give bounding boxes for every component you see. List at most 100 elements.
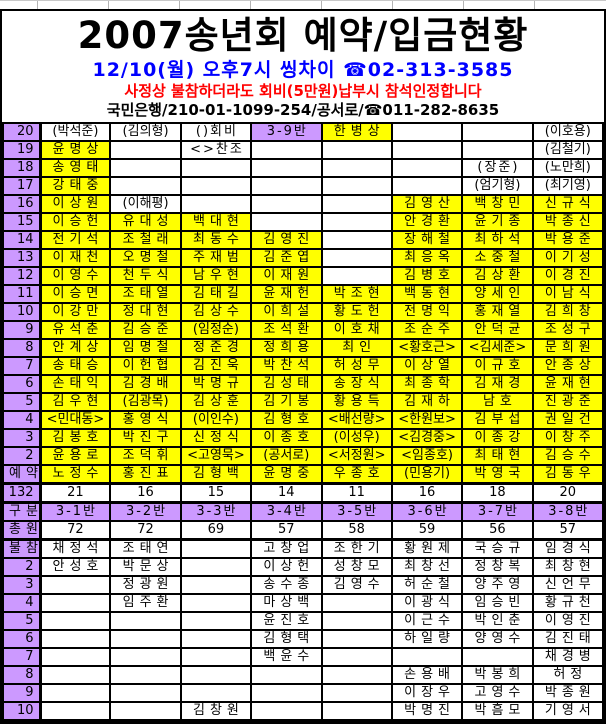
grid-body: 20 (박석준) (김의형) ()회비 3-9반 한병상 (이호용) 19 윤명상 <>찬조 (김철… xyxy=(2,122,605,721)
grid-cell: 안덕균 xyxy=(461,320,534,340)
row-label: 18 xyxy=(2,158,42,178)
gridline-tick xyxy=(179,1,180,9)
row-label: 13 xyxy=(2,248,42,268)
grid-cell: 김경배 xyxy=(109,374,182,394)
grid-cell xyxy=(320,611,393,631)
grid-cell: 16 xyxy=(109,482,182,504)
grid-cell xyxy=(390,176,464,196)
grid-cell: 황용득 xyxy=(320,392,393,412)
grid-cell: 안성호 xyxy=(38,557,112,577)
row-label: 132 xyxy=(2,482,42,504)
row-label: 20 xyxy=(2,122,42,142)
grid-row: 8 손용배 박봉희 허정 xyxy=(2,665,605,685)
grid-cell: 박흠모 xyxy=(461,701,534,721)
sheet-frame: 2007송년회 예약/입금현황 12/10(월) 오후7시 씽차이 ☎02-31… xyxy=(0,9,606,724)
grid-cell xyxy=(320,158,393,178)
grid-cell: 권일건 xyxy=(531,410,605,430)
grid-cell xyxy=(320,140,393,160)
grid-cell: 최태현 xyxy=(461,446,534,466)
grid-row: 7 송태승 이헌협 김진욱 박찬석 허성무 이상열 이규호 안종상 xyxy=(2,356,605,376)
grid-cell: 윤재현 xyxy=(531,374,605,394)
grid-row: 3 김봉호 박진구 신정식 이종호 (이성우) <김경중> 이종강 이창주 xyxy=(2,428,605,448)
grid-cell: 김기봉 xyxy=(250,392,323,412)
grid-cell xyxy=(179,538,253,559)
grid-cell xyxy=(38,683,112,703)
grid-cell xyxy=(250,176,323,196)
grid-cell xyxy=(38,593,112,613)
grid-cell: 홍진표 xyxy=(109,464,182,485)
grid-cell xyxy=(320,176,393,196)
grid-cell: <서정원> xyxy=(320,446,393,466)
grid-cell: 유석춘 xyxy=(38,320,112,340)
header-block: 2007송년회 예약/입금현황 12/10(월) 오후7시 씽차이 ☎02-31… xyxy=(2,11,604,122)
grid-row: 9 이장우 고영수 박종원 xyxy=(2,683,605,703)
grid-cell: 58 xyxy=(320,520,393,541)
grid-cell: 박영국 xyxy=(461,464,534,485)
grid-cell: 박인춘 xyxy=(461,611,534,631)
grid-cell: 남우현 xyxy=(179,266,253,286)
grid-cell: 조순주 xyxy=(390,320,464,340)
grid-cell xyxy=(179,611,253,631)
grid-cell: (김철기) xyxy=(531,140,605,160)
grid-cell xyxy=(179,557,253,577)
grid-cell: 김봉호 xyxy=(38,428,112,448)
grid-cell xyxy=(461,647,534,667)
grid-row: 14 전기석 조철래 최동수 김영진 장해철 최하석 박용준 xyxy=(2,230,605,250)
grid-row: 5 김우현 (김광목) 김상훈 김기봉 황용득 김재하 남호 진광준 xyxy=(2,392,605,412)
grid-cell: 진광준 xyxy=(531,392,605,412)
grid-cell: 채경병 xyxy=(531,647,605,667)
grid-cell: 박용준 xyxy=(531,230,605,250)
grid-cell: 김승수 xyxy=(531,446,605,466)
grid-row: 9 유석춘 김승준 (임정순) 조석환 이호채 조순주 안덕균 조성구 xyxy=(2,320,605,340)
grid-row: 5 윤진호 이근수 박인춘 이영진 xyxy=(2,611,605,631)
grid-cell: 김형택 xyxy=(250,629,323,649)
row-label: 6 xyxy=(2,374,42,394)
grid-cell: 박봉희 xyxy=(461,665,534,685)
grid-cell: 윤명상 xyxy=(38,140,112,160)
grid-cell: <김세준> xyxy=(461,338,534,358)
grid-cell: 마상백 xyxy=(250,593,323,613)
grid-cell: 고영수 xyxy=(461,683,534,703)
grid-cell: 3-7반 xyxy=(461,501,534,522)
grid-row: 2 윤용로 조덕휘 <고영묵> (공서로) <서정원> <임종호) 최태현 김승수 xyxy=(2,446,605,466)
grid-cell: 이상열 xyxy=(390,356,464,376)
grid-cell: 윤기종 xyxy=(461,212,534,232)
grid-cell: 홍영식 xyxy=(109,410,182,430)
gridline-tick xyxy=(463,1,464,9)
grid-cell: 김희창 xyxy=(531,302,605,322)
row-label: 총원 xyxy=(2,520,42,541)
grid-cell: 주재범 xyxy=(179,248,253,268)
grid-cell xyxy=(179,194,253,214)
grid-cell: (이호용) xyxy=(531,122,605,142)
grid-cell: 최하석 xyxy=(461,230,534,250)
grid-cell: 김우현 xyxy=(38,392,112,412)
grid-cell: 임주환 xyxy=(109,593,182,613)
grid-cell: 이장우 xyxy=(390,683,464,703)
grid-cell: 3-8반 xyxy=(531,501,605,522)
row-label: 4 xyxy=(2,593,42,613)
grid-cell: 손용배 xyxy=(390,665,464,685)
grid-cell: 백대현 xyxy=(179,212,253,232)
grid-cell: 15 xyxy=(179,482,253,504)
grid-cell: 김동우 xyxy=(531,464,605,485)
grid-row: 10 이강만 정대현 김상수 이희설 황도헌 전명익 홍재열 김희창 xyxy=(2,302,605,322)
grid-cell: 장해철 xyxy=(390,230,464,250)
grid-cell xyxy=(179,176,253,196)
row-label: 2 xyxy=(2,557,42,577)
event-schedule: 12/10(월) 오후7시 씽차이 ☎02-313-3585 xyxy=(92,59,514,81)
grid-cell xyxy=(109,665,182,685)
grid-cell: 이재원 xyxy=(250,266,323,286)
grid-cell: 3-1반 xyxy=(38,501,112,522)
grid-cell: 김형백 xyxy=(179,464,253,485)
grid-cell: 채정석 xyxy=(38,538,112,559)
grid-cell: 송영태 xyxy=(38,158,112,178)
gridline-tick xyxy=(392,1,393,9)
grid-cell: 3-5반 xyxy=(320,501,393,522)
grid-cell: 허순철 xyxy=(390,575,464,595)
grid-cell: 황도헌 xyxy=(320,302,393,322)
row-label: 5 xyxy=(2,611,42,631)
grid-cell: 우종호 xyxy=(320,464,393,485)
grid-cell xyxy=(320,665,393,685)
grid-cell: 허성무 xyxy=(320,356,393,376)
grid-cell: 고창업 xyxy=(250,538,323,559)
